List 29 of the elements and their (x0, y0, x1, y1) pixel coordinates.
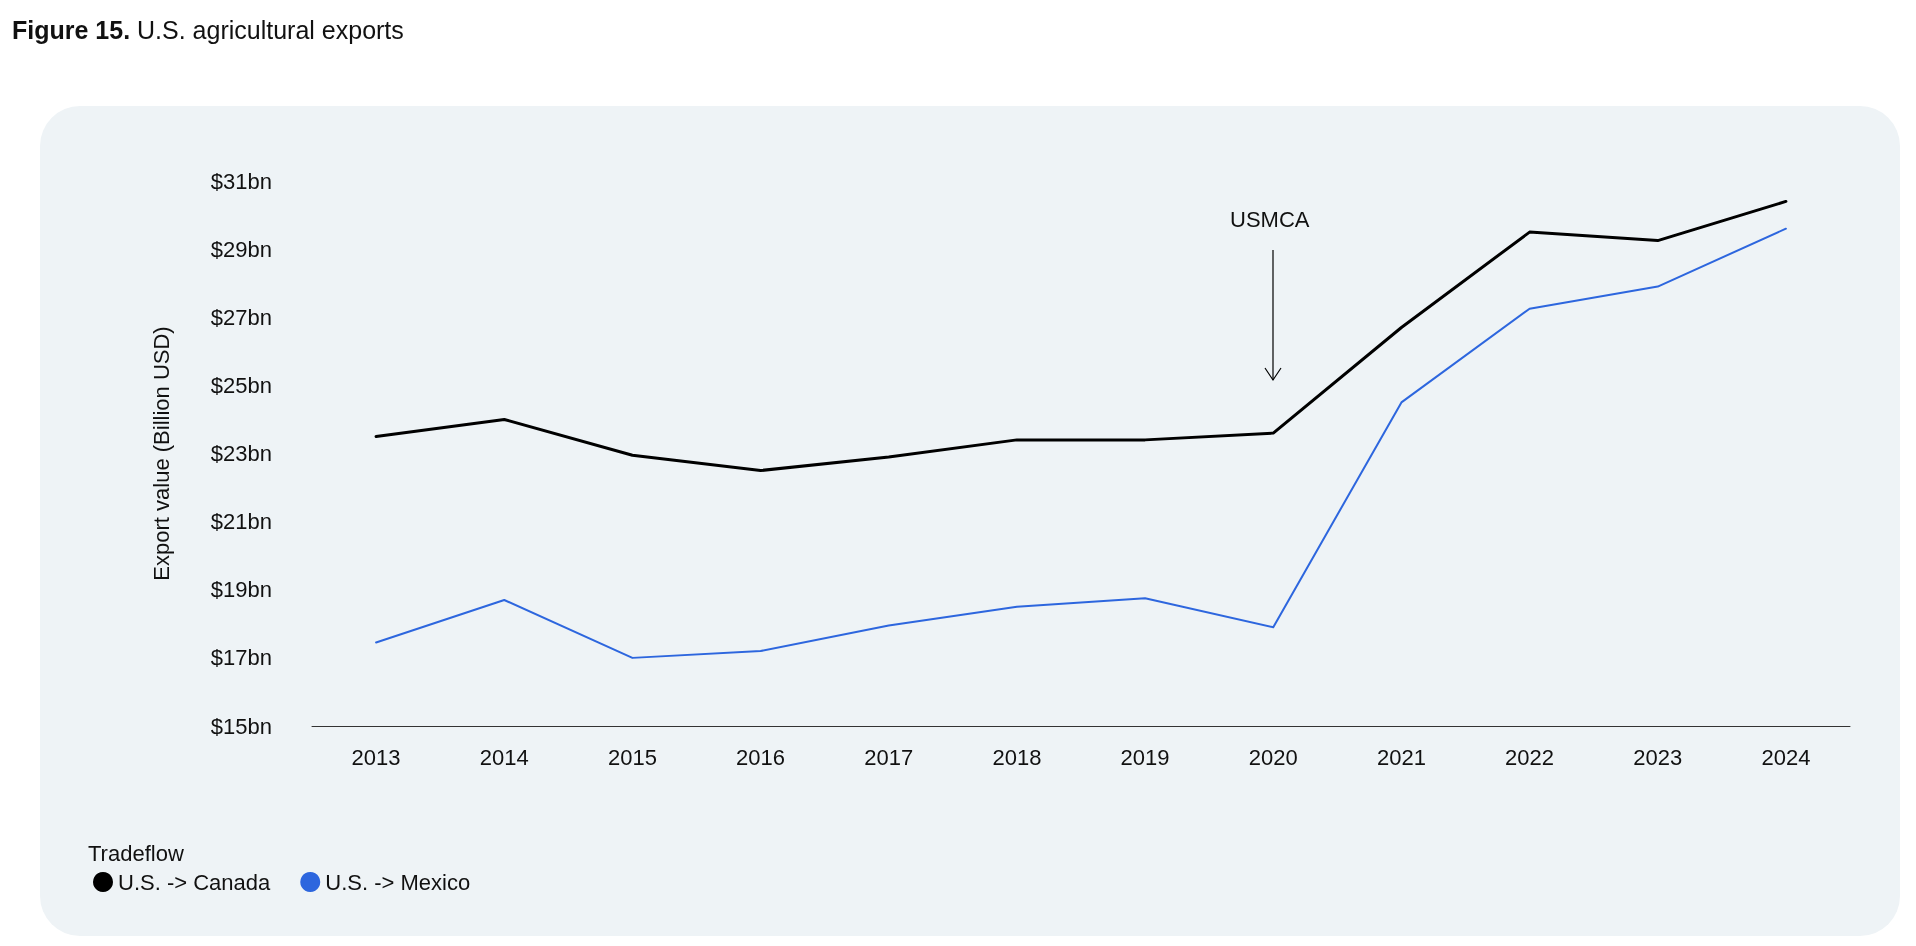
x-tick-label: 2017 (864, 744, 914, 770)
y-tick-label: $17bn (210, 645, 272, 671)
y-tick-label: $29bn (210, 236, 272, 262)
x-tick-label: 2023 (1633, 744, 1683, 770)
x-tick-label: 2015 (607, 744, 657, 770)
x-tick-label: 2014 (479, 744, 529, 770)
annotation: USMCA (1230, 206, 1310, 232)
y-tick-label: $27bn (210, 304, 272, 330)
y-tick-label: $23bn (210, 441, 272, 466)
x-tick-label: 2022 (1505, 744, 1555, 770)
x-tick-label: 2016 (736, 744, 786, 770)
line-series (375, 227, 1787, 659)
chart-title: Figure 15. U.S. agricultural exports (11, 15, 405, 46)
y-tick-label: $31bn (210, 168, 272, 194)
y-axis-title: Export value (Billion USD) (148, 326, 174, 581)
x-tick-label: 2019 (1120, 744, 1170, 770)
legend-title: Tradeflow (88, 840, 184, 866)
x-tick-label: 2018 (992, 744, 1042, 770)
x-tick-label: 2013 (351, 744, 401, 770)
y-tick-label: $15bn (210, 713, 272, 739)
y-tick-label: $25bn (210, 372, 272, 398)
x-tick-label: 2020 (1248, 744, 1298, 770)
x-tick-label: 2024 (1761, 744, 1811, 770)
y-tick-label: $21bn (210, 509, 272, 535)
line-series (374, 199, 1788, 473)
x-tick-label: 2021 (1376, 744, 1426, 770)
y-tick-label: $19bn (210, 577, 272, 603)
legend-label: U.S. -> Mexico (325, 869, 471, 895)
legend-label: U.S. -> Canada (118, 869, 272, 895)
